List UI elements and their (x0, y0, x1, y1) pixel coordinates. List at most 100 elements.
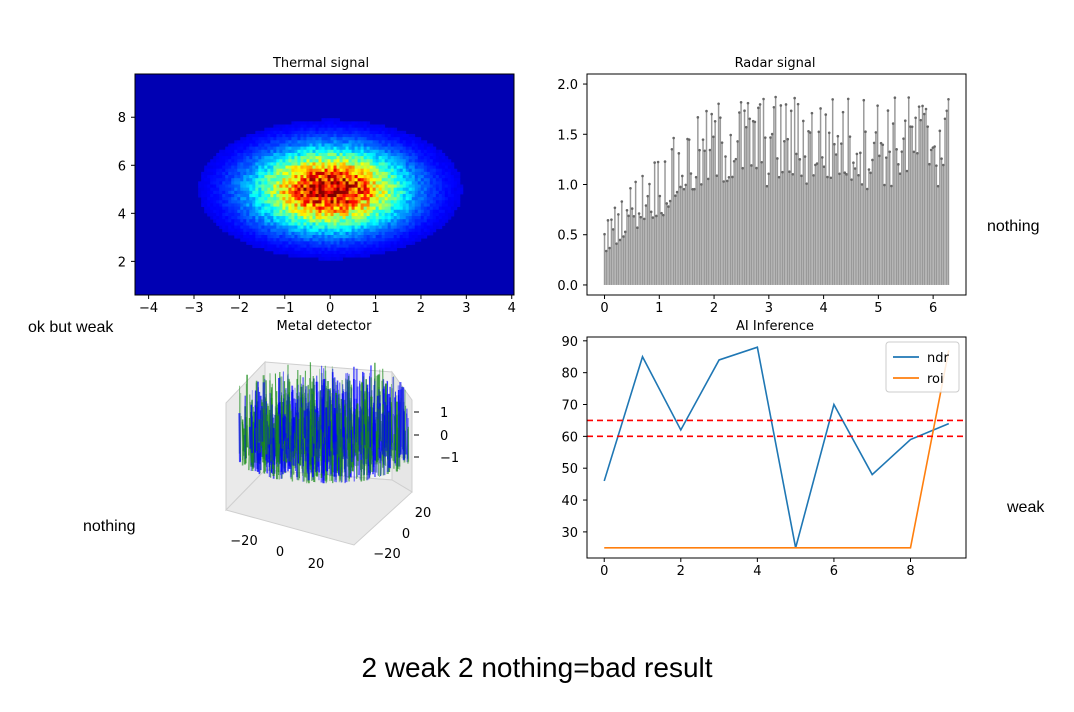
thermal-cell (234, 190, 238, 195)
thermal-cell (372, 200, 377, 204)
radar-bar (909, 126, 912, 285)
thermal-cell (408, 235, 413, 239)
thermal-cell (351, 238, 355, 242)
radar-bar (788, 171, 791, 285)
thermal-cell (276, 200, 280, 204)
thermal-cell (240, 222, 244, 226)
thermal-cell (267, 165, 271, 170)
thermal-cell (363, 156, 368, 160)
thermal-cell (411, 171, 416, 176)
thermal-cell (252, 178, 256, 182)
thermal-cell (423, 149, 428, 154)
thermal-cell (396, 184, 401, 189)
metal-surface-streak (321, 379, 325, 433)
thermal-cell (384, 190, 389, 195)
thermal-cell (243, 159, 247, 163)
thermal-cell (384, 209, 389, 214)
thermal-cell (336, 200, 340, 204)
thermal-cell (330, 146, 334, 151)
thermal-cell (336, 162, 340, 166)
thermal-cell (219, 197, 223, 201)
thermal-cell (402, 203, 407, 207)
thermal-cell (321, 235, 325, 239)
thermal-cell (285, 238, 289, 242)
thermal-cell (243, 156, 247, 160)
thermal-cell (408, 209, 413, 214)
thermal-cell (315, 238, 319, 242)
thermal-cell (276, 203, 280, 207)
thermal-cell (426, 152, 431, 157)
thermal-cell (333, 212, 337, 217)
thermal-cell (378, 159, 383, 163)
thermal-cell (366, 152, 371, 157)
thermal-cell (321, 118, 325, 122)
thermal-cell (417, 175, 422, 179)
thermal-cell (336, 197, 340, 201)
thermal-cell (267, 152, 271, 157)
thermal-cell (366, 162, 371, 166)
thermal-cell (381, 149, 386, 154)
thermal-cell (354, 216, 358, 220)
radar-bar (629, 188, 632, 285)
thermal-cell (255, 168, 259, 173)
thermal-cell (237, 209, 241, 214)
thermal-cell (264, 225, 268, 230)
thermal-cell (237, 149, 241, 154)
thermal-cell (438, 197, 443, 201)
thermal-cell (354, 156, 358, 160)
thermal-cell (387, 238, 392, 242)
thermal-cell (426, 178, 431, 182)
radar-bar-tip (622, 235, 625, 238)
thermal-cell (396, 149, 401, 154)
thermal-cell (255, 165, 259, 170)
thermal-cell (441, 156, 446, 160)
thermal-cell (360, 152, 365, 157)
thermal-cell (204, 184, 208, 189)
thermal-cell (432, 146, 437, 151)
thermal-cell (321, 247, 325, 252)
thermal-cell (363, 171, 368, 176)
thermal-cell (438, 225, 443, 230)
thermal-cell (360, 219, 365, 223)
thermal-cell (282, 152, 286, 157)
metal-surface-streak (305, 408, 308, 462)
thermal-cell (342, 197, 346, 201)
radar-bar (840, 143, 843, 285)
thermal-cell (357, 140, 361, 144)
thermal-cell (306, 212, 310, 217)
thermal-cell (216, 197, 220, 201)
thermal-cell (399, 143, 404, 148)
thermal-cell (345, 146, 349, 151)
thermal-cell (390, 203, 395, 207)
metal-surface-streak (341, 452, 344, 473)
thermal-cell (291, 222, 295, 226)
thermal-cell (246, 143, 250, 148)
thermal-cell (315, 253, 319, 258)
thermal-cell (258, 162, 262, 166)
thermal-cell (207, 197, 211, 201)
radar-bar-tip (627, 214, 631, 218)
thermal-cell (288, 244, 292, 249)
thermal-cell (438, 171, 443, 176)
thermal-cell (369, 203, 374, 207)
thermal-cell (279, 156, 283, 160)
thermal-cell (219, 165, 223, 170)
thermal-cell (366, 171, 371, 176)
radar-bar (835, 154, 837, 285)
thermal-cell (291, 184, 295, 189)
thermal-cell (333, 118, 337, 122)
thermal-cell (399, 216, 404, 220)
thermal-cell (213, 162, 217, 166)
radar-bar-tip (907, 96, 911, 99)
thermal-cell (315, 159, 319, 163)
thermal-cell (309, 216, 313, 220)
thermal-cell (291, 130, 295, 135)
thermal-cell (315, 187, 319, 192)
thermal-cell (333, 159, 337, 163)
thermal-cell (261, 228, 265, 233)
thermal-cell (441, 193, 446, 198)
thermal-cell (336, 156, 340, 160)
radar-bar (707, 178, 709, 285)
metal-surface-streak (354, 408, 358, 453)
thermal-cell (405, 162, 410, 166)
